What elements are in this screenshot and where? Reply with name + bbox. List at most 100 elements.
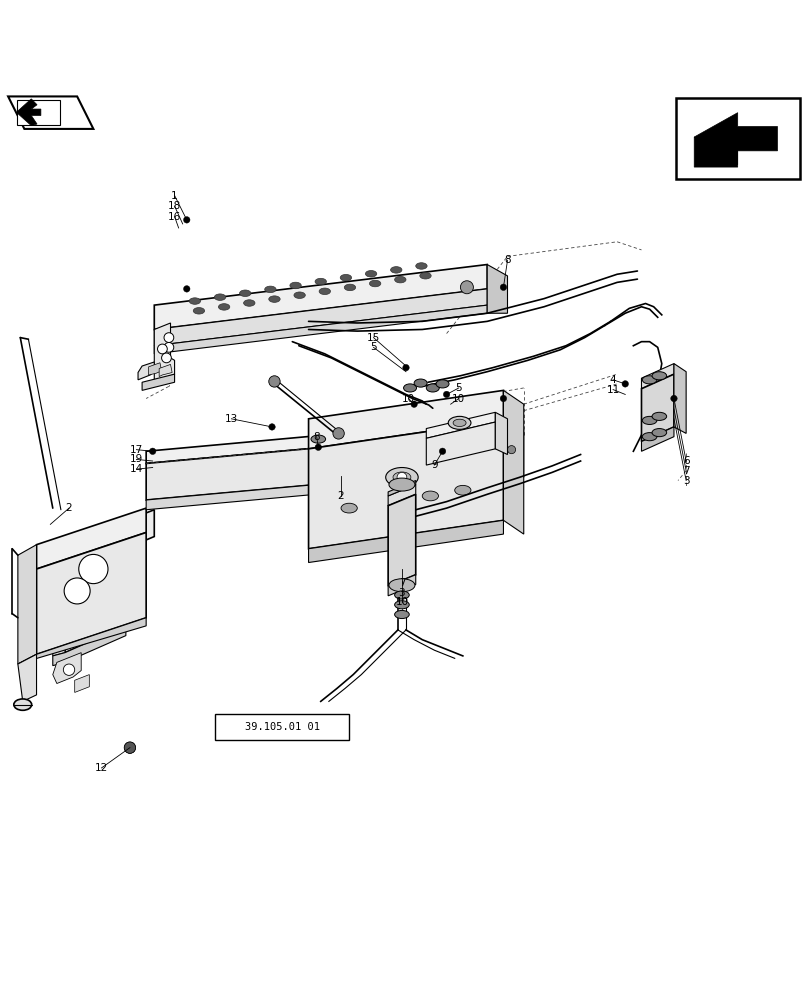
Polygon shape [18,654,36,701]
Text: 7: 7 [398,578,405,588]
Text: 7: 7 [682,466,689,476]
Circle shape [149,448,156,455]
Polygon shape [308,520,503,563]
Polygon shape [18,99,41,126]
Text: 4: 4 [609,375,616,385]
Polygon shape [154,323,174,382]
Polygon shape [308,390,503,449]
Text: 17: 17 [130,445,143,455]
Circle shape [124,742,135,753]
Polygon shape [641,374,673,442]
Text: 15: 15 [367,333,380,343]
Polygon shape [159,364,172,377]
Polygon shape [641,364,673,389]
Circle shape [443,391,449,398]
Text: 19: 19 [130,454,143,464]
Circle shape [124,742,135,753]
Polygon shape [53,545,65,656]
Circle shape [402,364,409,371]
Polygon shape [142,374,174,390]
Ellipse shape [651,372,666,380]
Circle shape [507,446,515,454]
Circle shape [410,401,417,407]
Ellipse shape [388,579,414,592]
Polygon shape [75,675,89,692]
Ellipse shape [189,298,200,304]
Ellipse shape [341,503,357,513]
Polygon shape [36,508,146,569]
Polygon shape [388,481,415,496]
Polygon shape [146,419,503,463]
Bar [215,714,349,740]
Text: 16: 16 [168,212,181,222]
Ellipse shape [311,435,325,443]
Polygon shape [154,289,487,346]
Text: 2: 2 [337,491,344,501]
Circle shape [460,281,473,294]
Polygon shape [388,575,415,596]
Ellipse shape [642,416,656,424]
Ellipse shape [385,468,418,487]
Polygon shape [693,137,736,167]
Text: 14: 14 [130,464,143,474]
Polygon shape [503,390,523,534]
Ellipse shape [214,294,225,300]
Ellipse shape [415,263,427,269]
Ellipse shape [448,416,470,429]
Circle shape [439,448,445,455]
Ellipse shape [290,282,301,289]
Ellipse shape [426,384,439,392]
Polygon shape [53,653,81,684]
Polygon shape [148,363,161,375]
Ellipse shape [243,300,255,306]
Text: 6: 6 [682,456,689,466]
Polygon shape [146,431,503,500]
Polygon shape [641,427,673,451]
Ellipse shape [419,272,431,279]
Circle shape [500,395,506,402]
Text: 10: 10 [395,597,408,607]
Polygon shape [18,545,36,664]
Polygon shape [693,113,776,165]
Polygon shape [673,364,685,433]
Ellipse shape [294,292,305,298]
Polygon shape [308,420,503,549]
Polygon shape [8,96,93,129]
Ellipse shape [388,478,414,491]
Polygon shape [65,510,154,653]
Circle shape [670,395,676,402]
Ellipse shape [14,699,32,710]
Ellipse shape [651,429,666,437]
Circle shape [183,217,190,223]
Ellipse shape [394,591,409,599]
Text: 11: 11 [606,385,619,395]
Ellipse shape [436,380,448,388]
Ellipse shape [369,280,380,287]
Polygon shape [53,626,126,666]
Circle shape [183,286,190,292]
Polygon shape [426,412,495,438]
Text: 18: 18 [168,201,181,211]
Ellipse shape [365,271,376,277]
Circle shape [157,344,167,354]
Ellipse shape [319,288,330,295]
Circle shape [268,376,280,387]
Text: 10: 10 [452,393,465,403]
Circle shape [161,353,171,363]
Ellipse shape [414,379,427,387]
Text: 9: 9 [431,460,437,470]
Polygon shape [18,618,146,664]
Polygon shape [138,362,154,380]
Ellipse shape [193,308,204,314]
Bar [675,98,799,179]
Circle shape [64,578,90,604]
Text: 8: 8 [504,255,510,265]
Circle shape [315,444,321,450]
Text: 8: 8 [313,432,320,442]
Polygon shape [154,265,487,329]
Ellipse shape [422,491,438,501]
Polygon shape [388,494,415,586]
Ellipse shape [268,296,280,302]
Ellipse shape [642,433,656,441]
Ellipse shape [453,419,466,427]
